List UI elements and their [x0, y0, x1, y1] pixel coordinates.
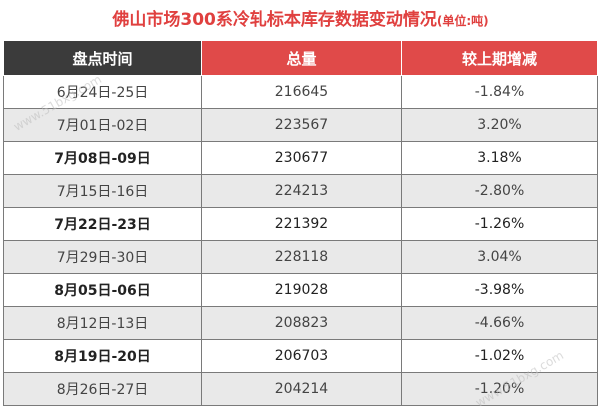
total-cell: 216645	[201, 75, 402, 109]
total-cell: 219028	[201, 273, 402, 307]
period-cell: 7月08日-09日	[3, 141, 202, 175]
period-cell: 8月05日-06日	[3, 273, 202, 307]
change-cell: -1.02%	[401, 339, 598, 373]
change-cell: -1.26%	[401, 207, 598, 241]
period-cell: 7月29日-30日	[3, 240, 202, 274]
header-period: 盘点时间	[3, 40, 202, 76]
total-cell: 228118	[201, 240, 402, 274]
change-cell: -3.98%	[401, 273, 598, 307]
change-cell: -1.84%	[401, 75, 598, 109]
table-row: 7月08日-09日 230677 3.18%	[3, 141, 598, 175]
table-row: 7月29日-30日 228118 3.04%	[3, 240, 598, 274]
table-row: 8月05日-06日 219028 -3.98%	[3, 273, 598, 307]
period-cell: 7月01日-02日	[3, 108, 202, 142]
change-cell: 3.18%	[401, 141, 598, 175]
period-cell: 8月12日-13日	[3, 306, 202, 340]
total-cell: 221392	[201, 207, 402, 241]
table-row: 7月22日-23日 221392 -1.26%	[3, 207, 598, 241]
table-row: 6月24日-25日 216645 -1.84%	[3, 75, 598, 109]
title-unit: (单位:吨)	[436, 14, 489, 28]
period-cell: 8月19日-20日	[3, 339, 202, 373]
total-cell: 206703	[201, 339, 402, 373]
total-cell: 223567	[201, 108, 402, 142]
table-row: 8月26日-27日 204214 -1.20%	[3, 372, 598, 406]
table-row: 8月19日-20日 206703 -1.02%	[3, 339, 598, 373]
table-row: 8月12日-13日 208823 -4.66%	[3, 306, 598, 340]
table-row: 7月01日-02日 223567 3.20%	[3, 108, 598, 142]
change-cell: 3.04%	[401, 240, 598, 274]
period-cell: 7月22日-23日	[3, 207, 202, 241]
change-cell: -1.20%	[401, 372, 598, 406]
title-text: 佛山市场300系冷轧标本库存数据变动情况	[112, 10, 437, 30]
total-cell: 204214	[201, 372, 402, 406]
change-cell: -4.66%	[401, 306, 598, 340]
change-cell: -2.80%	[401, 174, 598, 208]
total-cell: 224213	[201, 174, 402, 208]
table-row: 7月15日-16日 224213 -2.80%	[3, 174, 598, 208]
change-cell: 3.20%	[401, 108, 598, 142]
total-cell: 208823	[201, 306, 402, 340]
header-total: 总量	[201, 40, 402, 76]
total-cell: 230677	[201, 141, 402, 175]
period-cell: 6月24日-25日	[3, 75, 202, 109]
inventory-table: 盘点时间 总量 较上期增减 6月24日-25日 216645 -1.84% 7月…	[3, 40, 598, 406]
period-cell: 8月26日-27日	[3, 372, 202, 406]
table-header-row: 盘点时间 总量 较上期增减	[3, 40, 598, 76]
header-change: 较上期增减	[401, 40, 598, 76]
page-title: 佛山市场300系冷轧标本库存数据变动情况(单位:吨)	[0, 0, 601, 40]
period-cell: 7月15日-16日	[3, 174, 202, 208]
